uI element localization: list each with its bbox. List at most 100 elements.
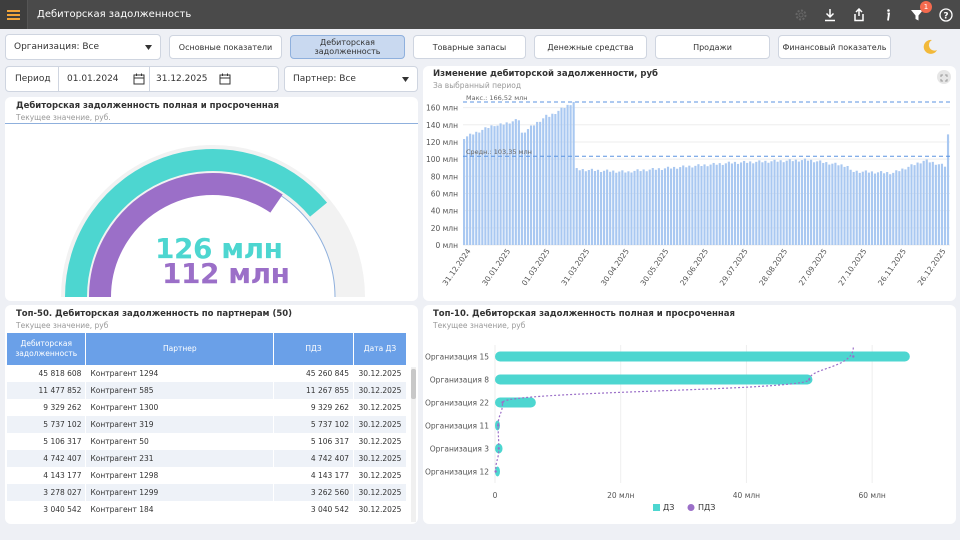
bar-dz[interactable] bbox=[495, 397, 536, 408]
bar bbox=[581, 169, 584, 245]
table-row[interactable]: 4 143 177 Контрагент 1298 4 143 177 30.12.2… bbox=[7, 467, 408, 484]
tab-cash[interactable]: Денежные средства bbox=[534, 35, 647, 59]
expand-icon[interactable] bbox=[937, 70, 951, 84]
bar bbox=[931, 161, 934, 245]
bar bbox=[609, 171, 612, 245]
table-cell: Контрагент 1299 bbox=[85, 484, 275, 501]
x-tick-label: 40 млн bbox=[733, 491, 760, 500]
tab-main-indicators[interactable]: Основные показатели bbox=[169, 35, 282, 59]
x-tick-label: 0 bbox=[493, 491, 498, 500]
download-icon[interactable] bbox=[822, 7, 838, 23]
table-row[interactable]: 11 477 852 Контрагент 585 11 267 855 30.12.… bbox=[7, 382, 408, 399]
bar bbox=[746, 162, 749, 245]
table-row[interactable]: 3 040 542 Контрагент 184 3 040 542 30.12.20… bbox=[7, 501, 408, 518]
legend-label-pdz[interactable]: ПДЗ bbox=[698, 503, 715, 512]
bar bbox=[542, 118, 545, 245]
bar bbox=[475, 131, 478, 245]
bar bbox=[843, 166, 846, 245]
table-row[interactable]: 9 329 262 Контрагент 1300 9 329 262 30.12.2… bbox=[7, 399, 408, 416]
calendar-icon[interactable] bbox=[133, 73, 145, 85]
bar bbox=[523, 132, 527, 245]
bar bbox=[758, 160, 761, 245]
pdz-line bbox=[495, 347, 854, 472]
tab-inventory[interactable]: Товарные запасы bbox=[413, 35, 526, 59]
table-row[interactable]: 4 742 407 Контрагент 231 4 742 407 30.12.20… bbox=[7, 450, 408, 467]
bar bbox=[630, 172, 633, 245]
bar bbox=[870, 171, 874, 245]
bar bbox=[572, 102, 575, 245]
info-icon[interactable] bbox=[880, 7, 896, 23]
bar bbox=[876, 172, 880, 245]
bar-dz[interactable] bbox=[495, 351, 910, 362]
legend-swatch-dz bbox=[653, 504, 660, 511]
bar bbox=[779, 160, 782, 245]
bar bbox=[761, 162, 764, 245]
date-from-input[interactable]: 01.01.2024 bbox=[67, 74, 119, 84]
tab-financial-indicator[interactable]: Финансовый показатель bbox=[778, 35, 891, 59]
settings-gear-icon[interactable] bbox=[793, 7, 809, 23]
bar bbox=[603, 170, 606, 245]
bar bbox=[910, 164, 913, 245]
table-row[interactable]: 5 106 317 Контрагент 50 5 106 317 30.12.202… bbox=[7, 433, 408, 450]
x-tick-label: 30.01.2025 bbox=[480, 247, 512, 288]
tab-receivables[interactable]: Дебиторская задолженность bbox=[290, 35, 405, 59]
menu-icon[interactable] bbox=[0, 0, 28, 29]
tab-sales[interactable]: Продажи bbox=[655, 35, 770, 59]
table-scrollbar-track[interactable] bbox=[411, 367, 416, 522]
legend-label-dz[interactable]: ДЗ bbox=[663, 503, 674, 512]
bar bbox=[733, 161, 737, 245]
bar-dz[interactable] bbox=[495, 374, 813, 385]
chevron-down-icon bbox=[145, 45, 152, 50]
bar bbox=[493, 126, 496, 245]
table-cell: 4 742 407 bbox=[273, 450, 354, 467]
calendar-icon[interactable] bbox=[219, 73, 231, 85]
x-tick-label: 60 млн bbox=[858, 491, 885, 500]
bar bbox=[590, 168, 593, 245]
table-row[interactable]: 5 737 102 Контрагент 319 5 737 102 30.12.20… bbox=[7, 416, 408, 433]
help-icon[interactable]: ? bbox=[938, 7, 954, 23]
table-row[interactable]: 3 278 027 Контрагент 1299 3 262 560 30.12.2… bbox=[7, 484, 408, 501]
bar bbox=[873, 173, 877, 245]
bar bbox=[743, 160, 746, 245]
column-header[interactable]: Дебиторская задолженность bbox=[7, 333, 87, 365]
organization-select[interactable]: Организация: Все bbox=[5, 34, 161, 60]
bar bbox=[940, 163, 944, 245]
table-row[interactable]: 45 818 608 Контрагент 1294 45 260 845 30.12… bbox=[7, 365, 408, 382]
table-cell: 3 278 027 bbox=[7, 484, 87, 501]
period-filter: Период 01.01.2024 31.12.2025 bbox=[5, 66, 279, 92]
bar bbox=[490, 125, 493, 245]
bar bbox=[806, 160, 810, 245]
table-cell: 30.12.2025 bbox=[353, 501, 408, 518]
bar bbox=[587, 170, 590, 245]
date-to-input[interactable]: 31.12.2025 bbox=[156, 74, 208, 84]
category-label: Организация 11 bbox=[425, 422, 489, 431]
partner-select[interactable]: Партнер: Все bbox=[284, 66, 418, 92]
table-cell: 11 267 855 bbox=[273, 382, 354, 399]
bar bbox=[700, 166, 703, 245]
bar bbox=[487, 128, 490, 245]
avg-line-label: Средн.: 103,35 млн bbox=[466, 148, 532, 156]
dark-mode-moon-icon[interactable] bbox=[921, 38, 939, 56]
pdz-point bbox=[852, 355, 855, 358]
bar bbox=[928, 162, 931, 245]
x-tick-label: 01.03.2025 bbox=[520, 247, 552, 288]
column-header[interactable]: Партнер bbox=[85, 333, 275, 365]
bar bbox=[837, 165, 840, 245]
change-bar-chart: 0 млн 20 млн 40 млн 60 млн 80 млн 100 млн 120 … bbox=[426, 94, 950, 288]
filter-icon[interactable]: 1 bbox=[909, 0, 932, 23]
table-cell: Контрагент 319 bbox=[85, 416, 275, 433]
top50-title: Топ-50. Дебиторская задолженность по пар… bbox=[16, 309, 293, 319]
filter-count-badge: 1 bbox=[920, 0, 932, 13]
bar bbox=[816, 161, 819, 245]
column-header[interactable]: ПДЗ bbox=[273, 333, 354, 365]
bar bbox=[478, 132, 481, 245]
top50-subtitle: Текущее значение, руб bbox=[16, 321, 109, 330]
table-cell: 3 040 542 bbox=[273, 501, 354, 518]
column-header[interactable]: Дата ДЗ bbox=[353, 333, 408, 365]
bar bbox=[892, 172, 895, 245]
top10-panel: Топ-10. Дебиторская задолженность полная… bbox=[423, 305, 956, 524]
bar bbox=[739, 162, 743, 245]
top10-title: Топ-10. Дебиторская задолженность полная… bbox=[433, 309, 735, 319]
share-icon[interactable] bbox=[851, 7, 867, 23]
table-scrollbar-thumb[interactable] bbox=[411, 369, 416, 399]
